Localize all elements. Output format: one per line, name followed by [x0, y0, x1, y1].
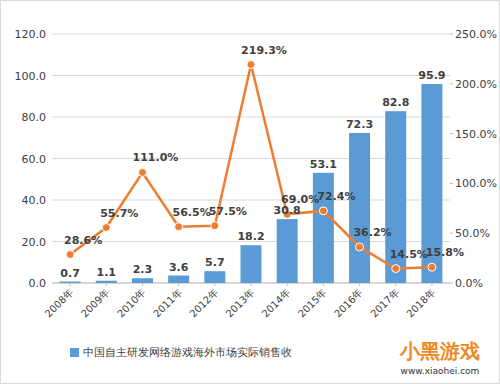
x-tick [359, 283, 360, 286]
line-label: 36.2% [353, 226, 391, 239]
line-marker [392, 265, 400, 273]
x-tick [70, 283, 71, 286]
bar [349, 133, 370, 283]
y-tick-label: 120.0 [15, 28, 47, 41]
bar-label: 5.7 [205, 256, 225, 269]
watermark: 小黑游戏 [399, 339, 480, 363]
bar [277, 219, 298, 283]
line-label: 111.0% [133, 151, 179, 164]
y2-tick-label: 0.0% [455, 277, 483, 290]
x-tick-label: 2013年 [224, 287, 257, 320]
y-tick-label: 20.0 [22, 236, 47, 249]
y2-tick-label: 250.0% [455, 28, 497, 41]
line-marker [175, 223, 183, 231]
line-label: 56.5% [173, 206, 211, 219]
y2-tick-label: 50.0% [455, 227, 490, 240]
data-labels: 0.71.12.33.65.718.230.853.172.382.895.92… [60, 44, 464, 280]
y2-tick [450, 34, 453, 35]
x-tick-label: 2011年 [151, 287, 184, 320]
x-tick [178, 283, 179, 286]
bar-label: 0.7 [60, 267, 80, 280]
y-tick-label: 80.0 [22, 111, 47, 124]
line-label: 15.8% [426, 246, 464, 259]
plot-area [60, 61, 443, 283]
bar-label: 95.9 [418, 69, 445, 82]
line-label: 55.7% [100, 207, 138, 220]
line-marker [247, 61, 255, 69]
y-tick-label: 60.0 [22, 153, 47, 166]
y-tick-label: 40.0 [22, 194, 47, 207]
x-tick [323, 283, 324, 286]
y2-tick-label: 150.0% [455, 128, 497, 141]
x-tick-label: 2015年 [296, 287, 329, 320]
frame [1, 1, 500, 384]
line-marker [138, 168, 146, 176]
x-tick [214, 283, 215, 286]
line [70, 65, 432, 269]
line-marker [66, 251, 74, 259]
bar-label: 53.1 [310, 158, 337, 171]
bar [60, 282, 81, 283]
x-tick-label: 2012年 [187, 287, 220, 320]
bar [241, 245, 262, 283]
x-tick [395, 283, 396, 286]
bar-label: 18.2 [237, 230, 264, 243]
line-label: 57.5% [209, 205, 247, 218]
bar-label: 72.3 [346, 118, 373, 131]
bar [204, 271, 225, 283]
line-marker [319, 207, 327, 215]
y2-tick [450, 283, 453, 284]
x-tick-label: 2008年 [43, 287, 76, 320]
line-marker [102, 224, 110, 232]
y2-tick [450, 133, 453, 134]
bar [96, 281, 117, 283]
x-tick-label: 2010年 [115, 287, 148, 320]
y2-tick [450, 233, 453, 234]
bar-label: 1.1 [97, 266, 117, 279]
line-label: 69.0% [281, 193, 319, 206]
chart: 0.0 20.0 40.0 60.0 80.0 100.0 120.0 0.0% 50.0% 10… [0, 0, 500, 384]
bar [132, 278, 153, 283]
line-marker [211, 222, 219, 230]
watermark-url: www.xiaohei.com [401, 366, 480, 376]
y2-tick [450, 83, 453, 84]
x-tick-label: 2017年 [368, 287, 401, 320]
x-tick [431, 283, 432, 286]
x-tick [251, 283, 252, 286]
bar [168, 276, 189, 283]
bar-label: 82.8 [382, 96, 409, 109]
legend-swatch [70, 348, 79, 357]
y2-tick-label: 200.0% [455, 78, 497, 91]
x-tick-label: 2018年 [404, 287, 437, 320]
bar-label: 3.6 [169, 261, 189, 274]
y-tick-label: 0.0 [29, 277, 47, 290]
line-label: 14.5% [390, 248, 428, 261]
line-label: 72.4% [317, 190, 355, 203]
y2-tick-label: 100.0% [455, 177, 497, 190]
x-tick [106, 283, 107, 286]
line-marker [428, 263, 436, 271]
x-tick-label: 2014年 [260, 287, 293, 320]
y2-tick [450, 183, 453, 184]
x-tick-label: 2009年 [79, 287, 112, 320]
bar-label: 2.3 [133, 263, 153, 276]
y-tick-label: 100.0 [15, 70, 47, 83]
line-marker [356, 243, 364, 251]
line-label: 28.6% [64, 234, 102, 247]
grid-line [52, 75, 450, 76]
grid-line [52, 34, 450, 35]
x-tick [142, 283, 143, 286]
x-tick [287, 283, 288, 286]
legend-label: 中国自主研发网络游戏海外市场实际销售收 [83, 346, 292, 359]
x-tick-label: 2016年 [332, 287, 365, 320]
line-label: 219.3% [241, 44, 287, 57]
